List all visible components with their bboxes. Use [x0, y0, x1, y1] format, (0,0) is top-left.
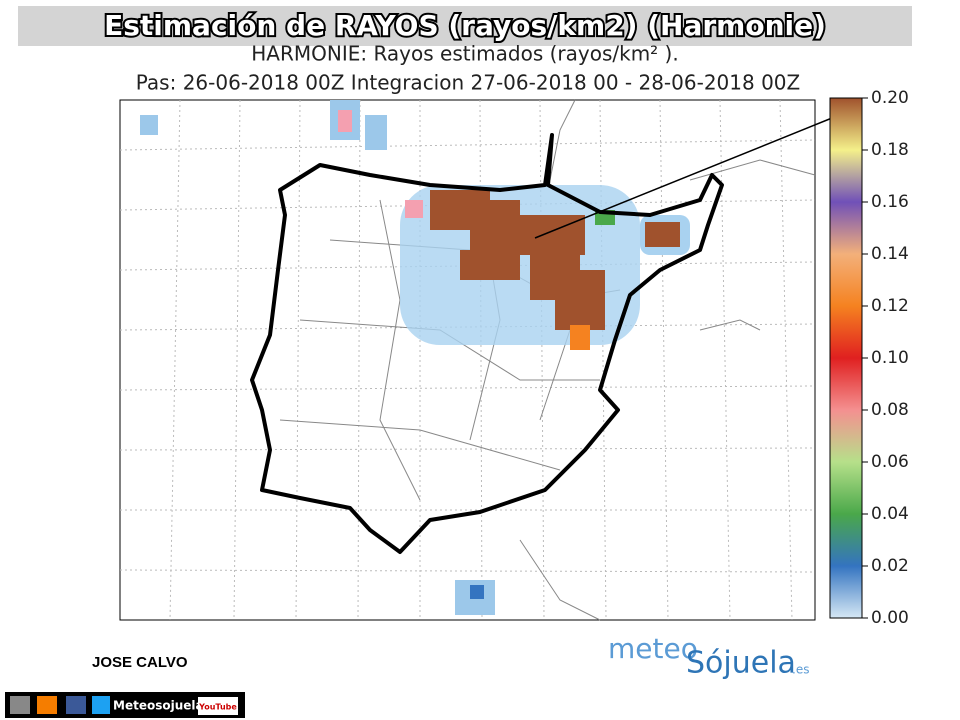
colorbar-tick-label: 0.18 — [871, 140, 909, 160]
colorbar-gradient — [829, 97, 863, 619]
blogger-icon[interactable] — [37, 696, 57, 714]
colorbar-tick-label: 0.12 — [871, 296, 909, 316]
colorbar-tick-label: 0.10 — [871, 348, 909, 368]
pointer-line — [534, 117, 833, 239]
banner-title: Estimación de RAYOS (rayos/km2) (Harmoni… — [104, 9, 826, 42]
author: JOSE CALVO — [92, 654, 188, 671]
colorbar-tick-label: 0.02 — [871, 556, 909, 576]
footer-brand: Meteosojuela — [113, 699, 204, 713]
colorbar: 0.00 0.02 0.04 0.06 0.08 0.10 0.12 0.14 0.16 0.18… — [829, 88, 909, 628]
colorbar-ticks: 0.00 0.02 0.04 0.06 0.08 0.10 0.12 0.14 0.16 0.18… — [862, 88, 909, 628]
facebook-icon[interactable] — [66, 696, 86, 714]
logo-part1: meteo — [608, 632, 698, 665]
colorbar-tick-label: 0.14 — [871, 244, 909, 264]
instagram-icon[interactable] — [10, 696, 30, 714]
youtube-icon[interactable] — [198, 697, 238, 715]
twitter-icon[interactable] — [92, 696, 110, 714]
map — [119, 99, 833, 621]
youtube-label: YouTube — [198, 703, 237, 712]
colorbar-tick-label: 0.16 — [871, 192, 909, 212]
colorbar-tick-label: 0.06 — [871, 452, 909, 472]
logo: meteo Sójuela .es — [608, 632, 809, 681]
title-banner — [18, 6, 912, 46]
lightning-field — [140, 100, 690, 615]
logo-part2: Sójuela — [686, 646, 796, 681]
logo-suffix: .es — [792, 663, 809, 677]
colorbar-tick-label: 0.04 — [871, 504, 909, 524]
map-subtitle: Pas: 26-06-2018 00Z Integracion 27-06-20… — [136, 71, 800, 95]
colorbar-tick-label: 0.00 — [871, 608, 909, 628]
map-title: HARMONIE: Rayos estimados (rayos/km² ). — [251, 42, 678, 66]
colorbar-tick-label: 0.20 — [871, 88, 909, 108]
colorbar-tick-label: 0.08 — [871, 400, 909, 420]
iberia-coast — [250, 133, 724, 554]
footer: Meteosojuela YouTube — [5, 692, 245, 718]
